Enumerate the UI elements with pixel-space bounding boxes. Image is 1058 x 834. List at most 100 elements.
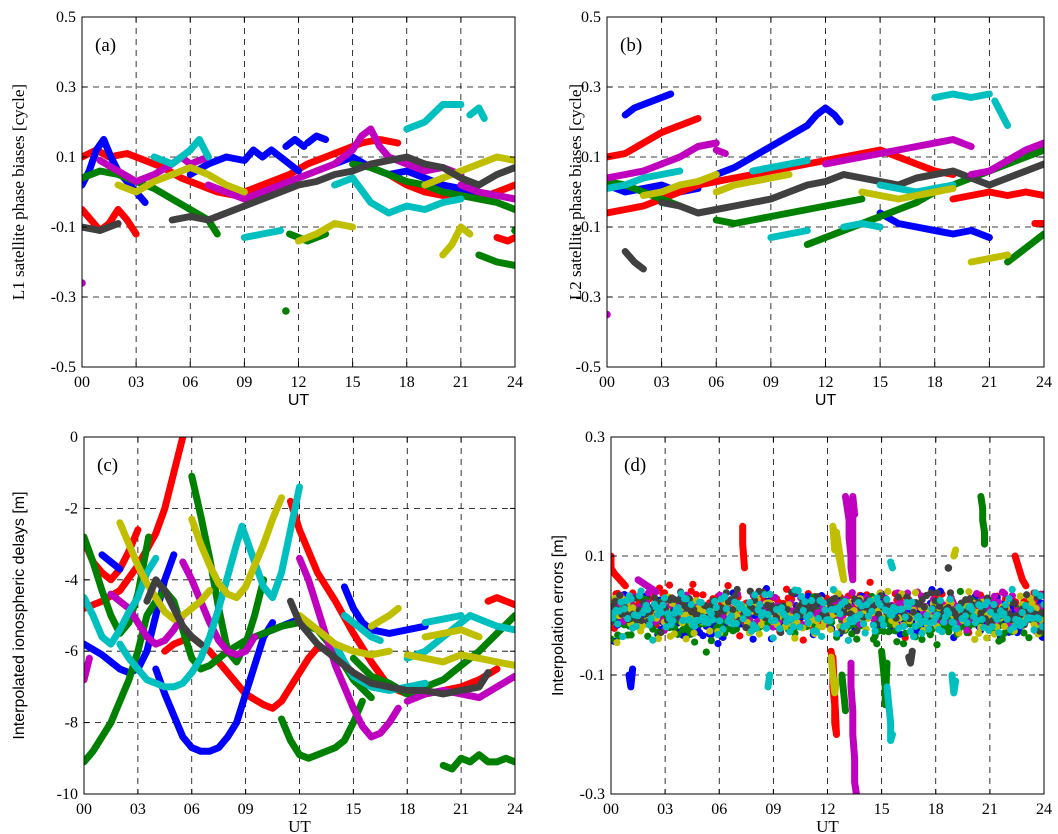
series-olive bbox=[439, 223, 474, 259]
x-tick-label: 03 bbox=[130, 801, 146, 818]
data-point bbox=[896, 599, 904, 607]
series-line bbox=[883, 683, 896, 744]
data-point bbox=[927, 589, 935, 597]
data-point bbox=[938, 628, 946, 636]
data-point bbox=[903, 593, 911, 601]
series-green bbox=[1004, 230, 1044, 266]
x-tick-label: 18 bbox=[927, 374, 943, 391]
series-gray bbox=[944, 564, 953, 572]
data-point bbox=[789, 623, 797, 631]
series-magenta bbox=[634, 576, 660, 596]
data-point bbox=[911, 588, 920, 597]
data-point bbox=[711, 597, 719, 605]
panel-c: 00 03 06 09 12 15 18 21 24 -10 -8 -6 -4 -2 0 UT Interpol… bbox=[11, 429, 523, 834]
y-axis-label: Interpolation errors [m] bbox=[550, 535, 567, 696]
series-line bbox=[1011, 552, 1030, 590]
series-magenta bbox=[82, 279, 86, 287]
series-line bbox=[639, 171, 720, 199]
series-magenta bbox=[179, 558, 259, 659]
data-point bbox=[821, 606, 829, 614]
data-point bbox=[714, 630, 722, 639]
series-line bbox=[116, 519, 214, 623]
series-line bbox=[827, 653, 840, 697]
data-point bbox=[918, 629, 926, 637]
data-point bbox=[808, 596, 816, 605]
y-tick-label: -0.5 bbox=[51, 359, 76, 376]
data-point bbox=[936, 596, 944, 605]
data-series bbox=[82, 101, 515, 315]
data-point bbox=[956, 587, 965, 596]
x-tick-label: 18 bbox=[399, 801, 415, 818]
data-point bbox=[724, 582, 732, 590]
series-line bbox=[295, 220, 357, 245]
data-point bbox=[1000, 622, 1009, 631]
series-line bbox=[304, 132, 330, 147]
data-point bbox=[665, 581, 674, 589]
series-magenta bbox=[84, 654, 93, 684]
data-point bbox=[826, 617, 834, 625]
ticks: 00 03 06 09 12 15 18 21 24 -0.5 -0.3 -0.1 0.1 0.3 0.5 bbox=[576, 9, 1052, 391]
series-line bbox=[634, 576, 660, 596]
data-point bbox=[776, 625, 784, 633]
series-line bbox=[240, 227, 284, 241]
data-point bbox=[806, 611, 814, 619]
data-point bbox=[868, 607, 876, 615]
x-tick-label: 03 bbox=[128, 374, 144, 391]
data-point bbox=[995, 629, 1003, 637]
series-gray bbox=[168, 153, 515, 224]
series-cyan bbox=[991, 97, 1012, 129]
data-series bbox=[611, 493, 1044, 794]
data-point bbox=[771, 617, 779, 625]
series-olive bbox=[295, 220, 357, 245]
series-magenta bbox=[847, 659, 860, 794]
data-point bbox=[1001, 601, 1010, 609]
data-point bbox=[619, 633, 627, 641]
series-red bbox=[493, 234, 515, 245]
series-line bbox=[842, 493, 859, 584]
data-point bbox=[884, 587, 892, 596]
data-point bbox=[769, 634, 777, 642]
series-line bbox=[712, 195, 866, 227]
series-line bbox=[340, 583, 429, 637]
series-line bbox=[621, 248, 647, 273]
data-point bbox=[687, 600, 695, 609]
data-point bbox=[749, 635, 757, 643]
data-point bbox=[729, 606, 737, 614]
series-green bbox=[439, 751, 515, 773]
data-point bbox=[1010, 623, 1018, 631]
series-line bbox=[188, 494, 285, 602]
data-point bbox=[953, 624, 961, 632]
data-point bbox=[624, 614, 632, 623]
data-point bbox=[923, 611, 931, 619]
x-tick-label: 06 bbox=[184, 801, 200, 818]
panel-a: 00 03 06 09 12 15 18 21 24 -0.5 -0.3 -0.1 0.1 0.3 0.5 U… bbox=[9, 9, 523, 409]
data-point bbox=[920, 603, 928, 611]
y-tick-label: 0.5 bbox=[581, 9, 601, 26]
data-point bbox=[699, 591, 707, 599]
y-tick-label: -0.3 bbox=[576, 289, 601, 306]
data-point bbox=[714, 639, 722, 648]
data-point bbox=[616, 591, 624, 599]
data-point bbox=[722, 605, 730, 613]
data-point bbox=[611, 635, 615, 643]
data-point bbox=[866, 597, 874, 605]
series-line bbox=[403, 651, 515, 669]
series-line bbox=[367, 604, 402, 630]
data-point bbox=[82, 279, 86, 287]
data-point bbox=[687, 587, 695, 595]
x-tick-label: 24 bbox=[1036, 374, 1052, 391]
x-tick-label: 00 bbox=[74, 374, 90, 391]
series-gray bbox=[905, 647, 916, 667]
data-point bbox=[697, 598, 705, 607]
series-cyan bbox=[764, 671, 774, 691]
series-gray bbox=[287, 597, 492, 698]
x-tick-label: 00 bbox=[603, 801, 619, 818]
series-line bbox=[840, 220, 884, 231]
data-point bbox=[719, 625, 727, 633]
series-line bbox=[949, 188, 1044, 203]
series-line bbox=[466, 104, 488, 122]
data-point bbox=[899, 622, 908, 631]
series-blue bbox=[621, 90, 675, 119]
series-cyan bbox=[887, 558, 896, 572]
series-line bbox=[625, 665, 637, 691]
